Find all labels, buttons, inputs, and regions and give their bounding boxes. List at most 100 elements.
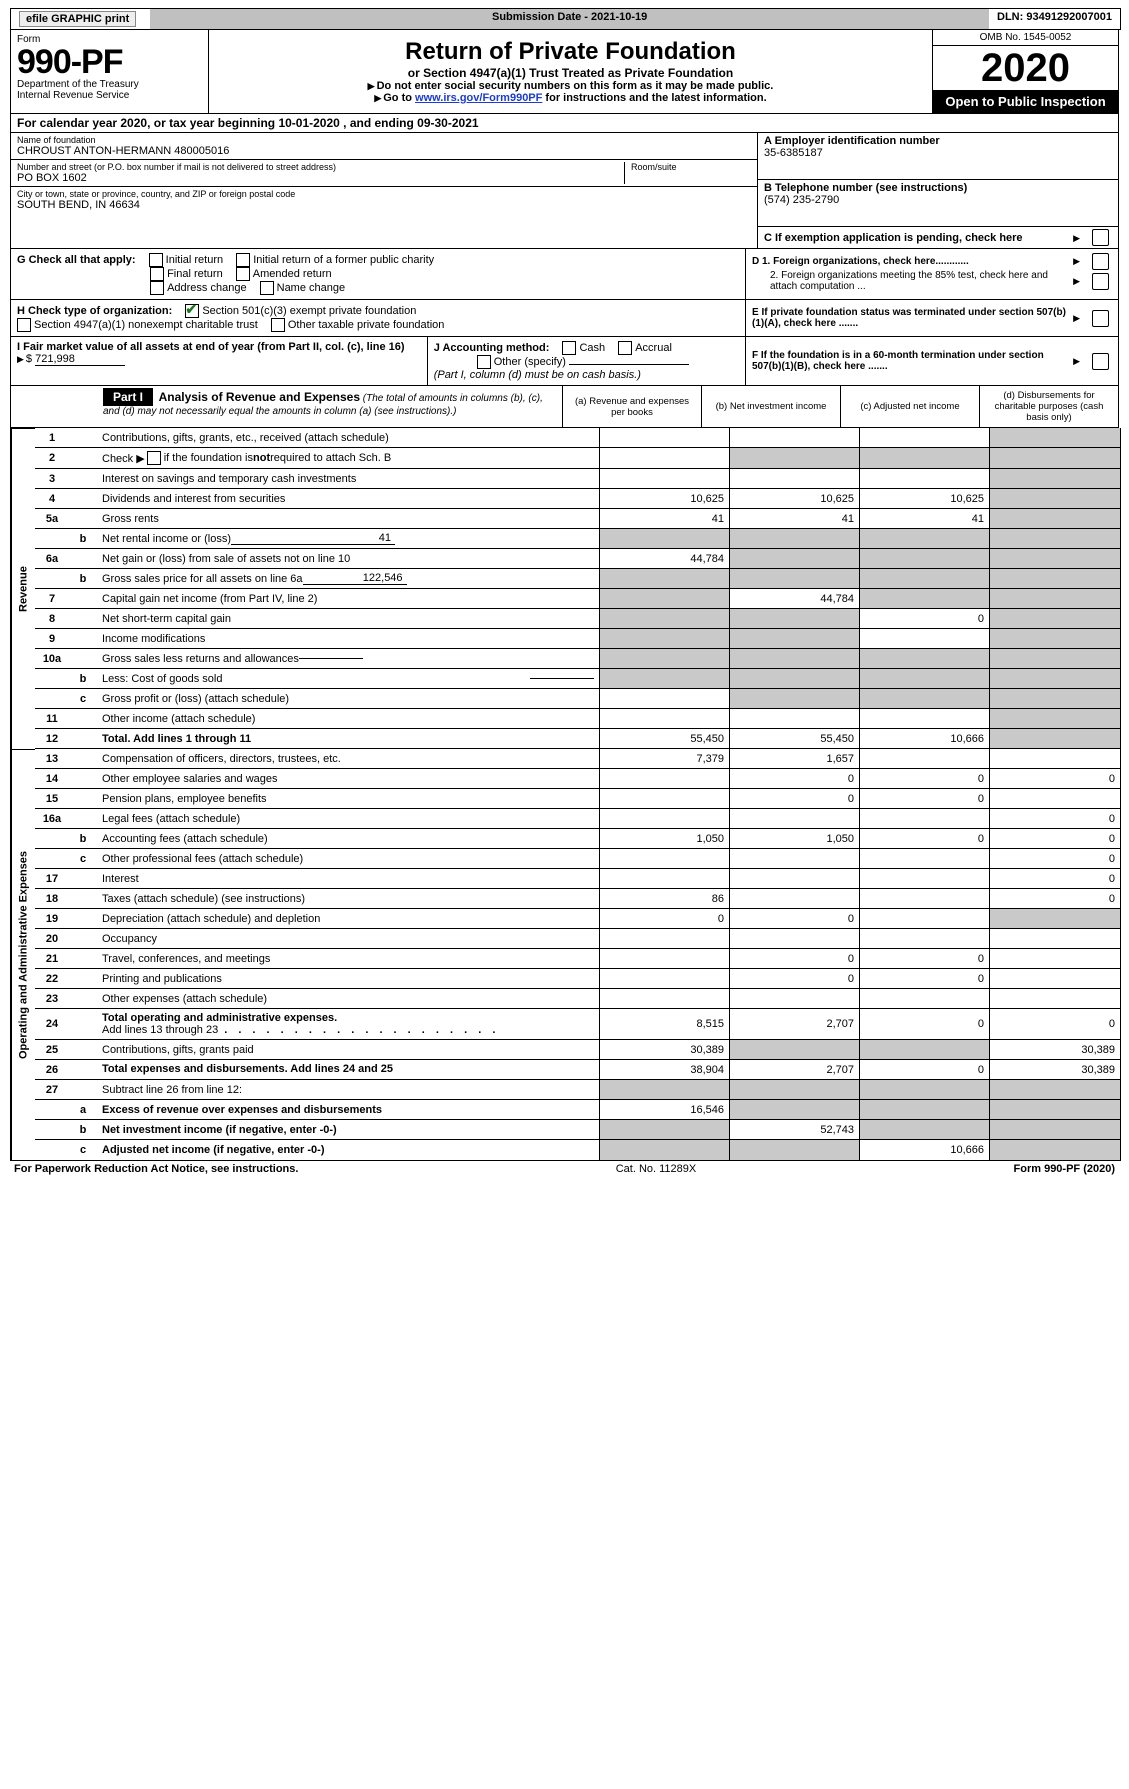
line-num-r27a — [35, 1100, 69, 1120]
line-sub-r14 — [69, 769, 97, 789]
lbl-accrual: Accrual — [635, 342, 672, 354]
cell-r6b-a — [600, 569, 730, 589]
chk-address[interactable] — [150, 281, 164, 295]
cell-r10a-b — [730, 649, 860, 669]
chk-other-taxable[interactable] — [271, 318, 285, 332]
i-value: 721,998 — [35, 353, 125, 366]
cell-r26-a: 38,904 — [600, 1060, 730, 1080]
cell-r26-d: 30,389 — [990, 1060, 1120, 1080]
section-i-j-f: I Fair market value of all assets at end… — [10, 337, 1119, 386]
cell-r22-b: 0 — [730, 969, 860, 989]
ein-label: A Employer identification number — [764, 135, 1112, 147]
chk-accrual[interactable] — [618, 341, 632, 355]
efile-button[interactable]: efile GRAPHIC print — [19, 11, 136, 27]
irs-link[interactable]: www.irs.gov/Form990PF — [415, 92, 542, 104]
line-num-r11: 11 — [35, 709, 69, 729]
cell-r22-d — [990, 969, 1120, 989]
desc-r16a: Legal fees (attach schedule) — [97, 809, 600, 829]
line-sub-r6a — [69, 549, 97, 569]
chk-other-method[interactable] — [477, 355, 491, 369]
line-sub-r9 — [69, 629, 97, 649]
desc-r13: Compensation of officers, directors, tru… — [97, 749, 600, 769]
irs-label: Internal Revenue Service — [17, 90, 202, 101]
omb-number: OMB No. 1545-0052 — [933, 30, 1118, 46]
cell-r13-b: 1,657 — [730, 749, 860, 769]
cell-r10b-a — [600, 669, 730, 689]
cell-r9-b — [730, 629, 860, 649]
cell-r11-c — [860, 709, 990, 729]
chk-501c3[interactable] — [185, 304, 199, 318]
desc-r11: Other income (attach schedule) — [97, 709, 600, 729]
cell-r18-a: 86 — [600, 889, 730, 909]
section-j: J Accounting method: Cash Accrual Other … — [428, 337, 745, 385]
d2-label: 2. Foreign organizations meeting the 85%… — [752, 270, 1073, 292]
exemption-c-label: C If exemption application is pending, c… — [764, 232, 1073, 244]
desc-r25: Contributions, gifts, grants paid — [97, 1040, 600, 1060]
section-h: H Check type of organization: Section 50… — [11, 300, 745, 336]
cell-r5a-a: 41 — [600, 509, 730, 529]
line-num-r10c — [35, 689, 69, 709]
chk-name[interactable] — [260, 281, 274, 295]
chk-amended[interactable] — [236, 267, 250, 281]
city-value: SOUTH BEND, IN 46634 — [17, 199, 751, 211]
phone-label: B Telephone number (see instructions) — [764, 182, 1112, 194]
exemption-c-checkbox[interactable] — [1092, 229, 1109, 246]
cell-r15-c: 0 — [860, 789, 990, 809]
cell-r2-b — [730, 448, 860, 469]
ein-value: 35-6385187 — [764, 147, 1112, 159]
cell-r17-a — [600, 869, 730, 889]
lbl-name: Name change — [277, 282, 346, 294]
expenses-label: Operating and Administrative Expenses — [11, 749, 35, 1160]
line-num-r17: 17 — [35, 869, 69, 889]
col-c-head: (c) Adjusted net income — [840, 386, 979, 427]
line-sub-r27c: c — [69, 1140, 97, 1160]
foundation-name-cell: Name of foundation CHROUST ANTON-HERMANN… — [11, 133, 757, 160]
cell-r20-d — [990, 929, 1120, 949]
cell-r14-b: 0 — [730, 769, 860, 789]
cell-r22-c: 0 — [860, 969, 990, 989]
cell-r6b-c — [860, 569, 990, 589]
line-num-r22: 22 — [35, 969, 69, 989]
cell-r8-a — [600, 609, 730, 629]
cell-r26-b: 2,707 — [730, 1060, 860, 1080]
cell-r7-c — [860, 589, 990, 609]
line-sub-r10a — [69, 649, 97, 669]
line-num-r1: 1 — [35, 428, 69, 448]
line-num-r6b — [35, 569, 69, 589]
cell-r3-b — [730, 469, 860, 489]
chk-initial-former[interactable] — [236, 253, 250, 267]
desc-r15: Pension plans, employee benefits — [97, 789, 600, 809]
col-d-head: (d) Disbursements for charitable purpose… — [979, 386, 1118, 427]
chk-cash[interactable] — [562, 341, 576, 355]
d1-checkbox[interactable] — [1092, 253, 1109, 270]
lbl-initial: Initial return — [166, 254, 223, 266]
cell-r27c-b — [730, 1140, 860, 1160]
cell-r27a-a: 16,546 — [600, 1100, 730, 1120]
chk-initial[interactable] — [149, 253, 163, 267]
desc-r8: Net short-term capital gain — [97, 609, 600, 629]
cell-r5a-d — [990, 509, 1120, 529]
cell-r17-c — [860, 869, 990, 889]
cell-r20-a — [600, 929, 730, 949]
cell-r10a-a — [600, 649, 730, 669]
cell-r10b-b — [730, 669, 860, 689]
chk-4947[interactable] — [17, 318, 31, 332]
lbl-amended: Amended return — [253, 268, 332, 280]
d2-checkbox[interactable] — [1092, 273, 1109, 290]
line-num-r7: 7 — [35, 589, 69, 609]
cell-r27b-a — [600, 1120, 730, 1140]
cell-r14-a — [600, 769, 730, 789]
footer-right: Form 990-PF (2020) — [1014, 1163, 1115, 1175]
line-num-r3: 3 — [35, 469, 69, 489]
cell-r15-b: 0 — [730, 789, 860, 809]
line-num-r18: 18 — [35, 889, 69, 909]
cell-r21-c: 0 — [860, 949, 990, 969]
street-value: PO BOX 1602 — [17, 172, 624, 184]
chk-final[interactable] — [150, 267, 164, 281]
desc-r16c: Other professional fees (attach schedule… — [97, 849, 600, 869]
f-label: F If the foundation is in a 60-month ter… — [752, 350, 1073, 372]
ein-cell: A Employer identification number 35-6385… — [758, 133, 1118, 180]
cell-r7-d — [990, 589, 1120, 609]
e-checkbox[interactable] — [1092, 310, 1109, 327]
f-checkbox[interactable] — [1092, 353, 1109, 370]
